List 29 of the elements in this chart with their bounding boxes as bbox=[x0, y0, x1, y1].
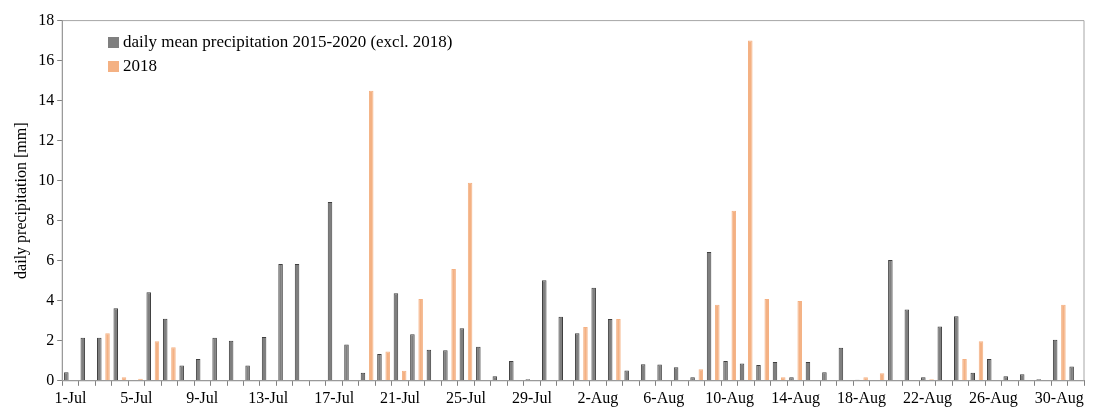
x-tick-label: 30-Aug bbox=[1034, 388, 1084, 407]
x-tick-label: 22-Aug bbox=[902, 388, 952, 407]
x-tick-label: 6-Aug bbox=[643, 388, 685, 407]
x-tick-label: 10-Aug bbox=[705, 388, 755, 407]
y-tick-label: 18 bbox=[38, 10, 55, 28]
x-tick-label: 1-Jul bbox=[54, 388, 87, 406]
y-tick-label: 12 bbox=[38, 130, 55, 148]
x-tick-label: 9-Jul bbox=[186, 388, 219, 406]
x-tick-label: 26-Aug bbox=[968, 388, 1018, 407]
y-axis-title: daily precipitation [mm] bbox=[11, 122, 30, 279]
y-tick-label: 4 bbox=[46, 290, 55, 308]
x-tick-label: 14-Aug bbox=[771, 388, 821, 407]
x-tick-label: 18-Aug bbox=[837, 388, 886, 407]
x-tick-label: 2-Aug bbox=[577, 388, 619, 407]
legend-label: 2018 bbox=[123, 55, 157, 77]
y-tick-label: 10 bbox=[38, 170, 55, 188]
x-tick-label: 21-Jul bbox=[380, 388, 421, 406]
legend-label: daily mean precipitation 2015-2020 (excl. 2018) bbox=[123, 31, 453, 53]
y-tick-label: 8 bbox=[46, 210, 55, 228]
y-tick-label: 14 bbox=[38, 90, 55, 108]
x-tick-label: 17-Jul bbox=[314, 388, 355, 406]
y-tick-label: 2 bbox=[46, 330, 55, 348]
x-tick-label: 13-Jul bbox=[248, 388, 289, 406]
y-tick-label: 0 bbox=[46, 371, 55, 388]
y-tick-label: 6 bbox=[46, 250, 55, 268]
x-tick-label: 5-Jul bbox=[120, 388, 153, 406]
y-tick-label: 16 bbox=[38, 50, 55, 68]
x-tick-label: 29-Jul bbox=[511, 388, 553, 406]
x-tick-label: 25-Jul bbox=[445, 388, 487, 406]
